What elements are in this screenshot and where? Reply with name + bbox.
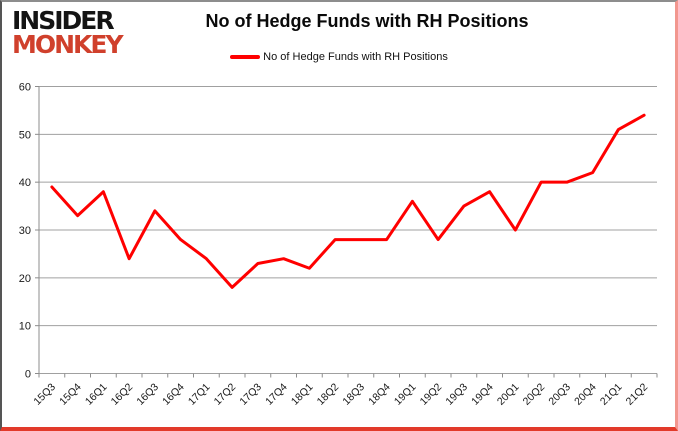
x-axis-label: 16Q4: [160, 381, 187, 408]
x-axis-label: 20Q3: [546, 381, 573, 408]
x-axis-label: 18Q2: [315, 381, 342, 408]
logo-line-insider: INSIDER: [12, 6, 115, 35]
y-axis-label: 0: [25, 369, 31, 381]
x-axis-label: 17Q4: [263, 381, 290, 408]
x-axis-label: 18Q1: [289, 381, 316, 408]
x-axis-label: 19Q1: [392, 381, 419, 408]
x-axis-label: 21Q1: [598, 381, 625, 408]
y-axis-label: 30: [19, 225, 31, 237]
data-line-series: [50, 113, 646, 289]
x-axis-label: 18Q4: [366, 381, 393, 408]
x-axis-label: 19Q2: [418, 381, 445, 408]
x-axis-label: 18Q3: [340, 381, 367, 408]
x-axis-label: 15Q3: [31, 381, 58, 408]
x-axis-label: 19Q3: [443, 381, 470, 408]
y-axis-label: 40: [19, 177, 31, 189]
x-axis-label: 17Q2: [212, 381, 239, 408]
x-axis-label: 17Q3: [237, 381, 264, 408]
insider-monkey-logo: INSIDER MONKEY: [12, 6, 124, 59]
y-axis-label: 10: [19, 321, 31, 333]
x-axis-label: 20Q1: [495, 381, 522, 408]
chart-legend: No of Hedge Funds with RH Positions: [0, 51, 678, 63]
x-axis-label: 19Q4: [469, 381, 496, 408]
legend-line-swatch-icon: [230, 55, 261, 59]
y-axis-label: 60: [19, 82, 31, 94]
chart-title: No of Hedge Funds with RH Positions: [205, 11, 529, 31]
x-axis-label: 20Q4: [572, 381, 599, 408]
x-axis-label: 15Q4: [57, 381, 84, 408]
x-axis-label: 17Q1: [186, 381, 213, 408]
logo-line-monkey: MONKEY: [12, 30, 124, 59]
x-axis-label: 16Q2: [109, 381, 136, 408]
y-axis-label: 20: [19, 273, 31, 285]
x-axis-label: 20Q2: [521, 381, 548, 408]
x-axis-label: 21Q2: [624, 381, 651, 408]
x-axis-label: 16Q3: [134, 381, 161, 408]
x-axis-label: 16Q1: [83, 381, 110, 408]
y-axis-label: 50: [19, 129, 31, 141]
legend-series-label: No of Hedge Funds with RH Positions: [263, 51, 448, 63]
